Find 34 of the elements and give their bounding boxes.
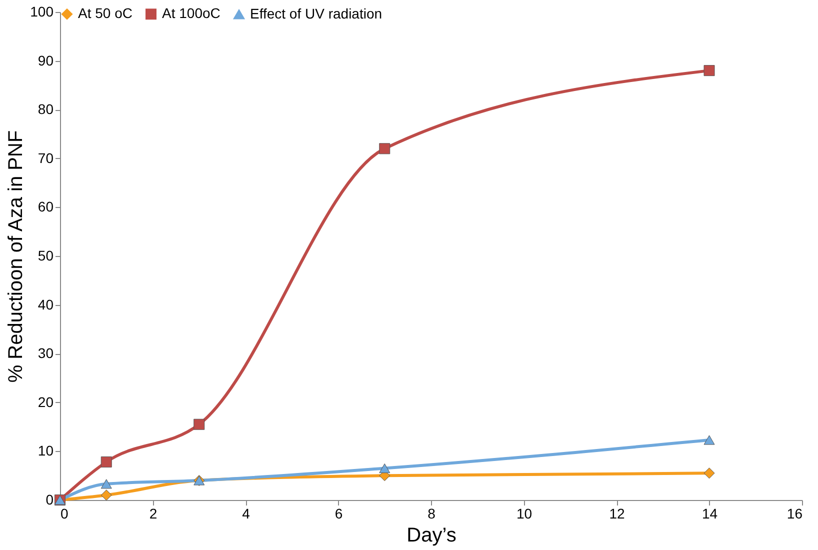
y-tick-label: 20	[38, 394, 54, 410]
x-tick-label: 6	[334, 506, 343, 522]
x-tick-label: 8	[428, 506, 436, 522]
point	[100, 456, 112, 468]
point	[704, 468, 715, 479]
point	[704, 435, 715, 445]
x-tick-label: 16	[786, 506, 803, 522]
y-tick-label: 0	[46, 492, 54, 508]
x-tick-label: 10	[516, 506, 532, 522]
x-tick-label: 4	[242, 506, 250, 522]
y-tick-label: 10	[38, 442, 54, 459]
point	[379, 463, 390, 474]
point	[194, 418, 205, 430]
y-axis-title: % Reductioon of Aza in PNF	[5, 130, 28, 383]
y-tick-label: 40	[38, 296, 54, 312]
point	[704, 65, 715, 76]
legend-label: At 100oC	[162, 5, 220, 22]
y-tick-label: 90	[38, 52, 54, 68]
x-tick-label: 2	[149, 506, 158, 522]
y-tick-label: 100	[30, 4, 54, 20]
legend-label: At 50 oC	[78, 5, 132, 22]
point	[100, 479, 112, 489]
x-axis-title: Day’s	[406, 524, 456, 546]
y-tick-label: 80	[38, 101, 54, 118]
y-tick-label: 30	[38, 345, 54, 362]
x-tick-label: 14	[702, 506, 718, 522]
point	[379, 143, 390, 154]
point	[100, 490, 112, 501]
x-tick-label: 12	[609, 506, 625, 522]
y-tick-label: 70	[38, 150, 54, 166]
y-tick-label: 60	[38, 198, 54, 215]
y-tick-label: 50	[38, 248, 54, 264]
x-tick-label: 0	[60, 506, 68, 522]
legend-label: Effect of UV radiation	[250, 5, 382, 22]
